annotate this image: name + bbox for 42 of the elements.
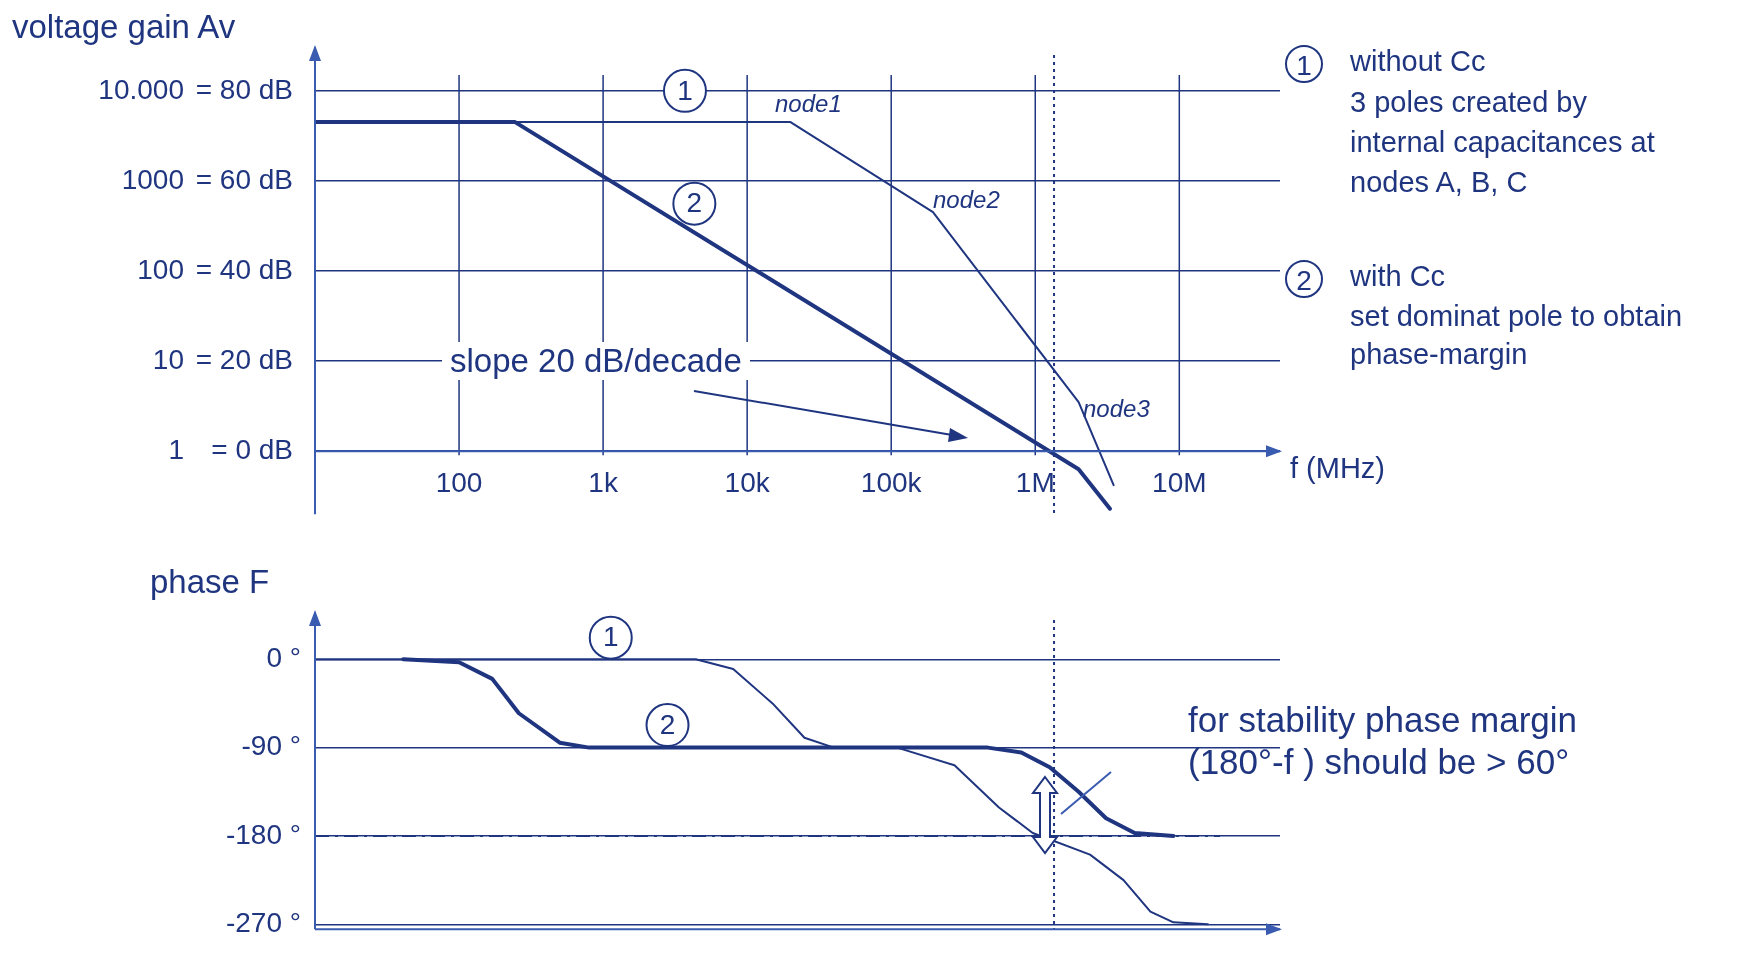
annotation: (180°-f ) should be > 60°: [1188, 742, 1570, 782]
text: 2: [1285, 260, 1323, 298]
text: internal capacitances at: [1350, 126, 1655, 159]
annotation: 2: [659, 708, 676, 740]
annotation: node3: [1083, 395, 1150, 423]
y-tick-label: 1: [168, 433, 184, 465]
y-axis-title: phase F: [150, 563, 270, 601]
y-tick-label: 0 °: [266, 641, 301, 673]
text: phase-margin: [1350, 338, 1528, 371]
y2-tick-label: = 20 dB: [195, 343, 293, 375]
text: 1: [1285, 45, 1323, 83]
y2-tick-label: = 80 dB: [195, 73, 293, 105]
x-tick-label: 10M: [1152, 466, 1207, 498]
y-tick-label: -90 °: [241, 730, 301, 762]
y2-tick-label: = 0 dB: [211, 433, 293, 465]
text: without Cc: [1350, 45, 1486, 78]
annotation: slope 20 dB/decade: [442, 342, 750, 380]
x-tick-label: 1k: [588, 466, 619, 498]
text: with Cc: [1350, 260, 1446, 293]
text: 3 poles created by: [1350, 86, 1587, 119]
annotation: 1: [677, 74, 693, 106]
y-tick-label: 10: [152, 343, 184, 375]
x-tick-label: 100: [435, 466, 483, 498]
annotation: 1: [602, 621, 619, 653]
text: set dominat pole to obtain: [1350, 300, 1683, 333]
annotation: node2: [933, 186, 1000, 214]
y-tick-label: 100: [137, 253, 184, 285]
y-tick-label: 10.000: [98, 73, 184, 105]
annotation: node1: [775, 90, 842, 118]
y-tick-label: 1000: [121, 163, 184, 195]
annotation: 2: [686, 187, 703, 219]
x-tick-label: 1M: [1015, 466, 1055, 498]
y2-tick-label: = 40 dB: [195, 253, 293, 285]
annotation: for stability phase margin: [1188, 700, 1578, 740]
y-tick-label: -180 °: [225, 818, 301, 850]
y-axis-title: voltage gain Av: [12, 8, 236, 46]
text: nodes A, B, C: [1350, 166, 1528, 199]
y2-tick-label: = 60 dB: [195, 163, 293, 195]
x-axis-title: f (MHz): [1290, 452, 1386, 485]
x-tick-label: 100k: [860, 466, 923, 498]
x-tick-label: 10k: [724, 466, 771, 498]
y-tick-label: -270 °: [225, 907, 301, 939]
